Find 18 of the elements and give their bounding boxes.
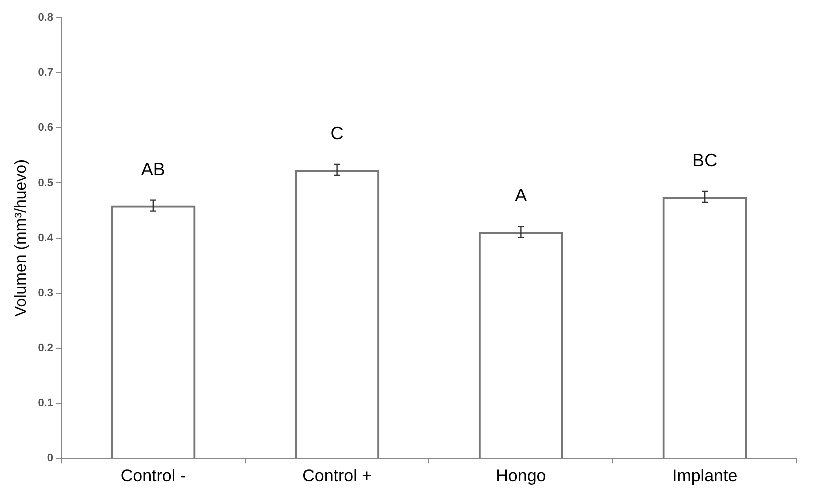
annotation: BC [692, 150, 718, 170]
annotation: C [330, 123, 344, 144]
x-tick-label: Control - [120, 466, 186, 486]
annotation: AB [141, 159, 166, 180]
y-tick-label: 0.8 [38, 12, 54, 24]
y-tick-label: 0 [47, 452, 54, 465]
annotation: A [515, 186, 528, 206]
x-tick-label: Control + [302, 466, 372, 486]
x-tick-label: Hongo [496, 466, 546, 486]
y-tick-label: 0.5 [38, 177, 54, 190]
y-tick-label: 0.1 [38, 398, 54, 410]
y-axis-title: Volumen (mm³/huevo) [13, 160, 30, 317]
y-tick-label: 0.3 [38, 287, 54, 300]
y-tick-label: 0.4 [38, 232, 54, 244]
y-tick-label: 0.2 [38, 342, 54, 354]
x-tick-label: Implante [672, 466, 738, 486]
y-tick-label: 0.7 [38, 67, 54, 80]
y-tick-label: 0.6 [38, 122, 54, 134]
